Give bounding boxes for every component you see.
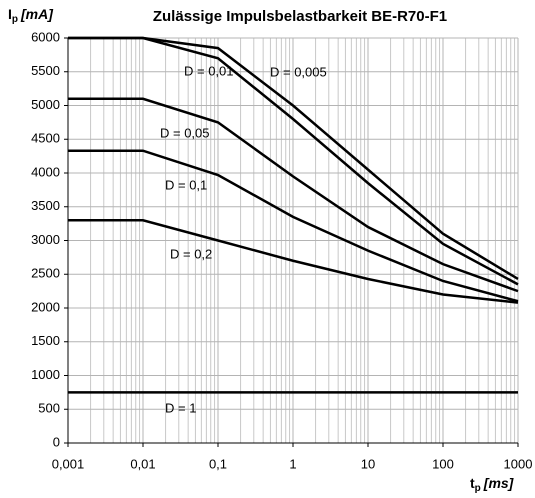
series-label: D = 0,05 xyxy=(160,125,210,140)
y-label-unit: [mA] xyxy=(20,6,54,22)
y-tick-label: 4000 xyxy=(31,164,60,179)
y-label-sub: p xyxy=(12,14,18,25)
y-tick-label: 500 xyxy=(38,401,60,416)
series-label: D = 0,01 xyxy=(184,63,234,78)
data-line xyxy=(68,149,519,303)
x-label-unit: [ms] xyxy=(483,475,515,491)
y-tick-label: 5000 xyxy=(31,97,60,112)
series-label: D = 1 xyxy=(165,400,196,415)
x-label-sub: p xyxy=(475,483,481,494)
x-axis-label: tp [ms] xyxy=(470,475,515,494)
y-axis-label: Ip [mA] xyxy=(8,6,54,25)
x-tick-label: 1 xyxy=(289,456,296,471)
y-tick-label: 2500 xyxy=(31,266,60,281)
chart-title: Zulässige Impulsbelastbarkeit BE-R70-F1 xyxy=(153,8,447,25)
y-tick-label: 4500 xyxy=(31,131,60,146)
data-line xyxy=(68,97,519,293)
y-tick-label: 1500 xyxy=(31,333,60,348)
y-tick-label: 2000 xyxy=(31,299,60,314)
y-tick-label: 6000 xyxy=(31,29,60,44)
y-tick-label: 1000 xyxy=(31,367,60,382)
x-label-symbol: t xyxy=(470,475,475,491)
y-tick-label: 5500 xyxy=(31,63,60,78)
x-tick-label: 0,001 xyxy=(52,456,85,471)
x-tick-label: 1000 xyxy=(504,456,533,471)
series-label: D = 0,005 xyxy=(270,64,327,79)
y-label-symbol: I xyxy=(8,6,12,22)
y-tick-label: 3000 xyxy=(31,232,60,247)
data-line xyxy=(68,36,519,286)
x-tick-label: 0,1 xyxy=(209,456,227,471)
series-label: D = 0,1 xyxy=(165,177,207,192)
y-tick-label: 0 xyxy=(53,434,60,449)
data-line xyxy=(68,219,519,304)
x-tick-label: 100 xyxy=(432,456,454,471)
y-tick-label: 3500 xyxy=(31,198,60,213)
x-tick-label: 0,01 xyxy=(130,456,155,471)
series-label: D = 0,2 xyxy=(170,246,212,261)
x-tick-label: 10 xyxy=(361,456,375,471)
